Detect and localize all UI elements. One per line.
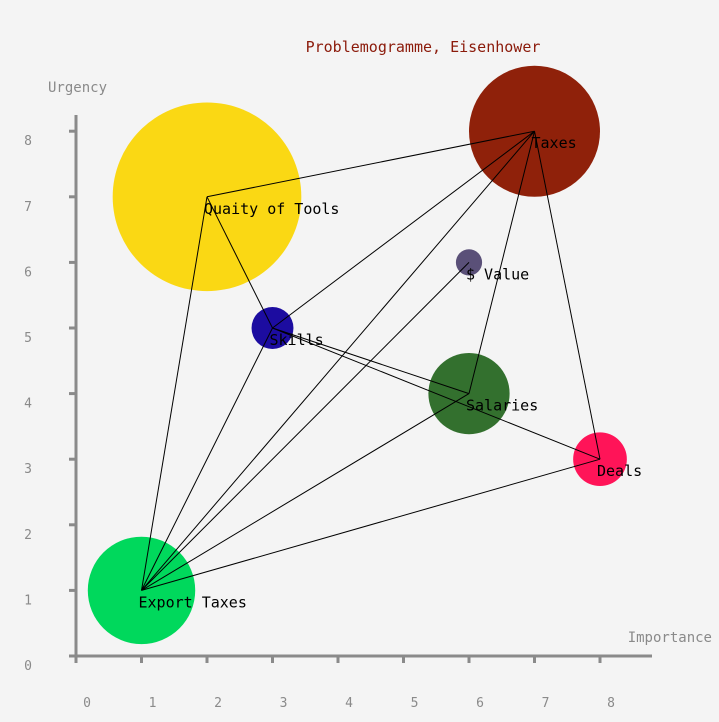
chart-title: Problemogramme, Eisenhower	[306, 38, 541, 56]
x-tick-label: 0	[83, 696, 91, 711]
link-line	[141, 327, 273, 591]
bubble-labels: Quaity of Tools Taxes $ Value Skills Salarie…	[139, 134, 643, 611]
link-line	[206, 196, 273, 329]
x-tick-label: 7	[542, 696, 550, 711]
y-tick-label: 2	[24, 528, 32, 543]
x-tick-label: 4	[345, 696, 353, 711]
link-line	[141, 130, 535, 591]
link-line	[206, 130, 535, 198]
bubble-label: Salaries	[466, 397, 538, 415]
x-tick-label: 1	[149, 696, 157, 711]
y-tick-label: 1	[24, 593, 32, 608]
bubble-label: Export Taxes	[139, 593, 247, 611]
y-tick-label: 3	[24, 462, 32, 477]
y-tick-label: 0	[24, 659, 32, 674]
link-line	[141, 458, 601, 591]
y-axis-ticks: 0 1 2 3 4 5 6 7 8	[24, 129, 76, 674]
y-tick-label: 4	[24, 397, 32, 412]
x-tick-label: 2	[214, 696, 222, 711]
link-line	[272, 327, 601, 460]
link-line	[141, 196, 208, 591]
x-tick-label: 8	[607, 696, 615, 711]
link-line	[141, 262, 470, 591]
link-line	[272, 130, 535, 329]
bubble-label: Skills	[270, 331, 324, 349]
x-axis-title: Importance	[628, 630, 712, 646]
bubble-label: Quaity of Tools	[204, 200, 339, 218]
bubbles	[87, 65, 627, 645]
y-axis-title: Urgency	[48, 80, 107, 96]
bubble-label: Taxes	[532, 134, 577, 152]
link-line	[534, 131, 601, 460]
y-tick-label: 7	[24, 200, 32, 215]
bubble-label: Deals	[597, 462, 642, 480]
y-tick-label: 5	[24, 331, 32, 346]
link-lines	[141, 130, 601, 591]
y-tick-label: 8	[24, 134, 32, 149]
bubble-label: $ Value	[466, 265, 529, 283]
x-tick-label: 5	[411, 696, 419, 711]
x-axis-ticks: 0 1 2 3 4 5 6 7 8	[74, 656, 615, 711]
x-tick-label: 6	[476, 696, 484, 711]
x-tick-label: 3	[280, 696, 288, 711]
y-tick-label: 6	[24, 265, 32, 280]
link-line	[141, 393, 470, 591]
link-line	[468, 131, 535, 394]
